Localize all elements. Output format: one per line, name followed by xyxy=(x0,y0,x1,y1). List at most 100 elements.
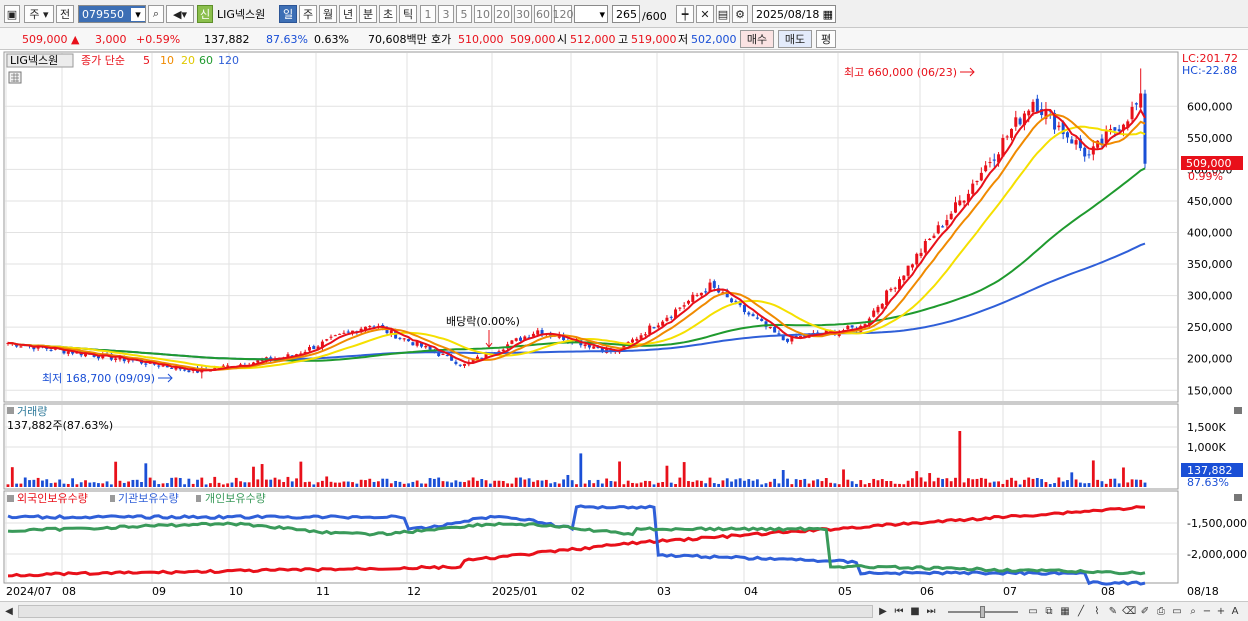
screenshot-icon[interactable]: ⎙ xyxy=(1157,606,1165,617)
chevron-down-icon[interactable]: ▾ xyxy=(131,7,145,21)
candle-type-icon[interactable]: ┿ xyxy=(676,5,694,23)
interval-custom-select[interactable]: ▾ xyxy=(574,5,608,23)
volume-bar xyxy=(764,483,768,487)
interval-3[interactable]: 3 xyxy=(438,5,454,23)
scroll-last-icon[interactable]: ⏭ xyxy=(926,606,936,617)
interval-30[interactable]: 30 xyxy=(514,5,532,23)
candle xyxy=(484,352,488,359)
eval-button[interactable]: 평 xyxy=(816,30,836,48)
interval-20[interactable]: 20 xyxy=(494,5,512,23)
search-icon[interactable]: ⌕ xyxy=(148,5,164,23)
volume-bar xyxy=(501,481,505,487)
chart-type-icon[interactable]: ▭ xyxy=(1172,606,1182,617)
stock-chart[interactable]: LIG넥스원 종가 단순 5 10 20 60 120 LC:201.72 HC… xyxy=(0,51,1248,601)
window-icon[interactable]: ▣ xyxy=(4,5,20,23)
price-axis-label: 200,000 xyxy=(1187,353,1233,366)
volume-bar xyxy=(695,480,699,487)
chart-area[interactable]: LIG넥스원 종가 단순 5 10 20 60 120 LC:201.72 HC… xyxy=(0,51,1248,601)
scroll-left-icon[interactable]: ◀ xyxy=(5,606,13,617)
scroll-first-icon[interactable]: ⏮ xyxy=(894,606,904,617)
date-input[interactable]: 2025/08/18 ▦ xyxy=(752,5,836,23)
interval-1[interactable]: 1 xyxy=(420,5,436,23)
period-month[interactable]: 월 xyxy=(319,5,337,23)
candle xyxy=(1117,129,1121,132)
zoom-search-icon[interactable]: ⌕ xyxy=(1190,606,1196,617)
draw-tool-icon[interactable]: ✎ xyxy=(1108,606,1118,617)
period-second[interactable]: 초 xyxy=(379,5,397,23)
layout-icon[interactable]: ▭ xyxy=(1028,606,1038,617)
legend-name-box[interactable] xyxy=(6,53,74,68)
new-badge[interactable]: 신 xyxy=(197,5,213,23)
price-axis-label: 450,000 xyxy=(1187,195,1233,208)
volume-bar xyxy=(962,482,966,487)
volume-bar xyxy=(161,483,165,487)
candle xyxy=(1040,109,1044,116)
volume-bar xyxy=(476,480,479,487)
candle xyxy=(971,183,975,194)
volume-bar xyxy=(1143,482,1147,487)
candle xyxy=(1014,117,1018,127)
volume-bar xyxy=(226,483,230,487)
fib-tool-icon[interactable]: ⌇ xyxy=(1094,606,1100,617)
crosshair-icon[interactable]: ✕ xyxy=(696,5,714,23)
grid-icon[interactable]: ▦ xyxy=(1060,606,1070,617)
prev-button[interactable]: 전 xyxy=(56,5,74,23)
brush-icon[interactable]: ✐ xyxy=(1140,606,1150,617)
volume-bar xyxy=(191,483,195,487)
candle xyxy=(62,348,66,354)
candle xyxy=(949,213,953,220)
sell-button[interactable]: 매도 xyxy=(778,30,812,48)
candle xyxy=(307,347,311,351)
data-table-icon[interactable] xyxy=(8,71,22,84)
holdings-panel-icon xyxy=(7,495,14,502)
candle xyxy=(329,336,333,338)
legend-foreign: 외국인보유수량 xyxy=(17,492,88,505)
period-day[interactable]: 일 xyxy=(279,5,297,23)
scroll-right-icon[interactable]: ▶ xyxy=(879,606,887,617)
volume-panel-close-icon[interactable] xyxy=(1234,407,1242,414)
buy-button[interactable]: 매수 xyxy=(740,30,774,48)
turnover: 0.63% xyxy=(314,32,349,46)
candle xyxy=(144,363,148,365)
period-minute[interactable]: 분 xyxy=(359,5,377,23)
volume-bar xyxy=(97,483,100,487)
bottom-scrollbar[interactable]: ◀ ▶ ⏮ ■ ⏭ ▭ ⧉ ▦ ╱ ⌇ ✎ ⌫ ✐ ⎙ ▭ ⌕ − + A xyxy=(0,601,1248,621)
stock-code-input[interactable]: 079550 ▾ xyxy=(78,5,146,23)
count-input[interactable]: 265 xyxy=(612,5,640,23)
current-price-value: 509,000 xyxy=(22,32,68,46)
market-select[interactable]: 주 ▾ xyxy=(24,5,54,23)
volume-bar xyxy=(678,477,682,487)
zoom-slider-handle[interactable] xyxy=(980,606,985,618)
period-year[interactable]: 년 xyxy=(339,5,357,23)
zoom-out-icon[interactable]: − xyxy=(1202,606,1212,617)
candle xyxy=(187,370,191,373)
candle xyxy=(49,349,53,351)
calendar-icon[interactable]: ▦ xyxy=(822,7,833,21)
interval-120[interactable]: 120 xyxy=(553,5,574,23)
save-icon[interactable]: ▤ xyxy=(716,5,730,23)
period-tick[interactable]: 틱 xyxy=(399,5,417,23)
zoom-in-icon[interactable]: + xyxy=(1216,606,1226,617)
holdings-panel-close-icon[interactable] xyxy=(1234,494,1242,501)
volume-bar xyxy=(437,477,441,487)
copy-icon[interactable]: ⧉ xyxy=(1045,606,1053,617)
stop-icon[interactable]: ■ xyxy=(910,606,920,617)
candle xyxy=(587,343,591,348)
volume-bar xyxy=(1096,479,1100,487)
line-tool-icon[interactable]: ╱ xyxy=(1077,606,1085,617)
volume-bar xyxy=(519,477,522,487)
candle xyxy=(962,200,966,203)
period-week[interactable]: 주 xyxy=(299,5,317,23)
x-axis-label: 04 xyxy=(744,585,758,598)
eraser-icon[interactable]: ⌫ xyxy=(1121,606,1137,617)
settings-icon[interactable]: ⚙ xyxy=(732,5,748,23)
volume-bar xyxy=(329,481,333,487)
high-annotation: 최고 660,000 (06/23) xyxy=(844,66,957,79)
interval-60[interactable]: 60 xyxy=(534,5,552,23)
interval-5[interactable]: 5 xyxy=(456,5,472,23)
speaker-icon[interactable]: ◀▾ xyxy=(166,5,194,23)
interval-10[interactable]: 10 xyxy=(474,5,492,23)
font-size-icon[interactable]: A xyxy=(1231,606,1239,617)
scroll-track[interactable] xyxy=(18,605,873,618)
volume-bar xyxy=(514,477,518,487)
